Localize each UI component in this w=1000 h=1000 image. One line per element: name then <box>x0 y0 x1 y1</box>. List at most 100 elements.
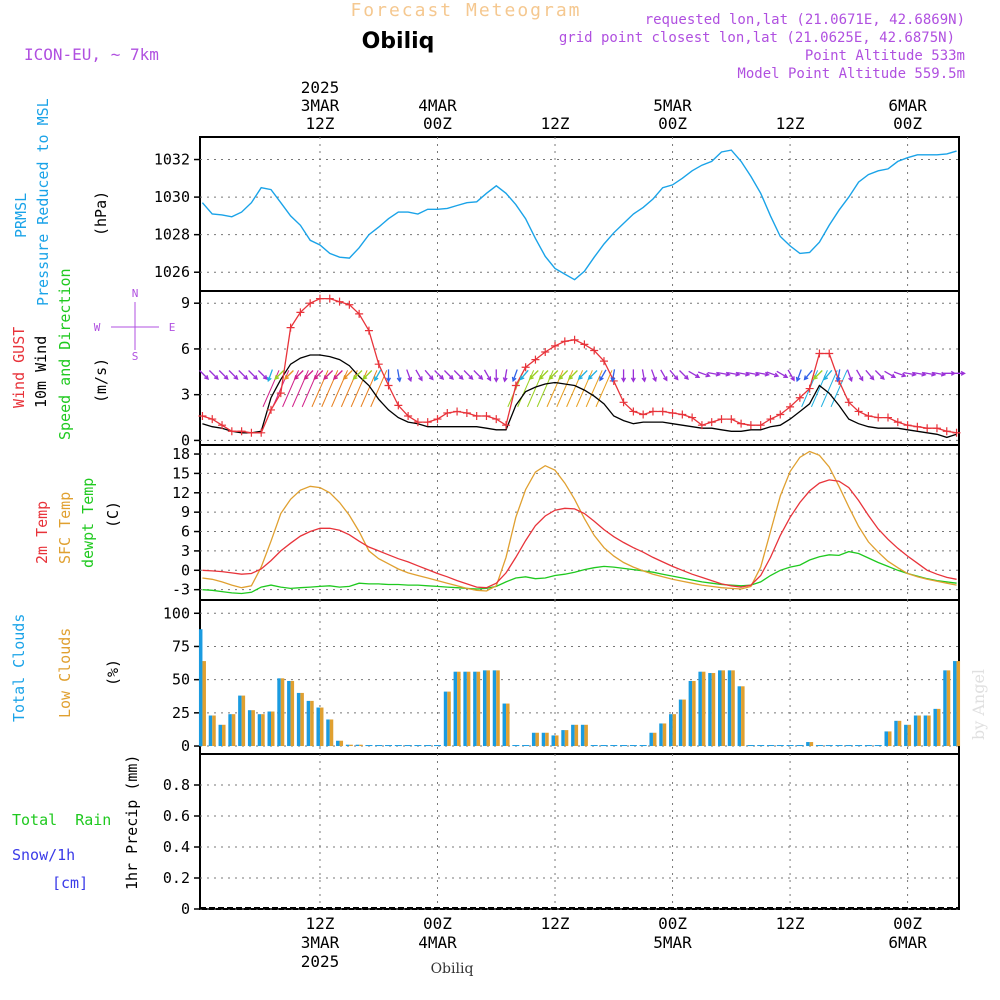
wind-arrow <box>406 369 413 383</box>
gust-marker <box>394 401 403 410</box>
zero-cloud-bar <box>864 745 872 747</box>
wind-hatch-stroke <box>585 370 603 408</box>
low-cloud-bar <box>476 671 481 747</box>
wind-arrow <box>548 370 559 380</box>
dewpt-line <box>202 550 957 595</box>
pressure-label-1: PRMSL <box>12 193 30 238</box>
low-cloud-bar <box>897 720 902 747</box>
y-tick-label: 6 <box>181 340 190 358</box>
gust-marker <box>717 415 726 424</box>
gust-marker <box>247 428 256 437</box>
wind-arrow <box>443 370 454 380</box>
total-cloud-bar <box>884 731 888 747</box>
zero-cloud-bar <box>835 745 843 747</box>
total-cloud-bar <box>247 710 252 747</box>
total-cloud-bar <box>267 711 272 747</box>
low-cloud-bar <box>506 703 510 747</box>
wind-arrow <box>453 370 464 380</box>
wind-10m-label: 10m Wind <box>32 336 50 408</box>
wind-arrow <box>374 369 382 382</box>
compass-rose: N S W E <box>94 287 176 363</box>
low-cloud-bar <box>741 686 745 747</box>
gust-marker <box>541 347 550 356</box>
gust-marker <box>443 408 452 417</box>
gust-marker <box>678 410 687 419</box>
wind-arrow <box>218 370 229 380</box>
wind-arrow <box>228 370 239 380</box>
zero-cloud-bar <box>600 745 608 747</box>
y-tick-label: 0 <box>181 900 190 918</box>
low-cloud-bar <box>907 724 912 747</box>
dewpt-label: dewpt Temp <box>79 478 97 568</box>
gust-marker <box>756 421 765 430</box>
low-cloud-bar <box>349 744 353 747</box>
gust-marker <box>619 398 628 407</box>
total-cloud-bar <box>708 673 712 747</box>
wind-arrow <box>434 370 445 380</box>
low-cloud-bar <box>662 723 667 747</box>
zero-cloud-bar <box>639 745 647 747</box>
zero-cloud-bar <box>757 745 765 747</box>
zero-cloud-bar <box>385 745 393 747</box>
wind-arrow <box>688 370 701 379</box>
wind-arrow <box>362 370 373 380</box>
wind-arrow <box>463 370 474 380</box>
gust-marker <box>374 360 383 369</box>
gust-marker <box>511 381 520 390</box>
cloud-labels: Total Clouds Low Clouds (%) <box>10 614 122 722</box>
pressure-line <box>201 149 957 281</box>
gust-marker <box>844 398 853 407</box>
zero-cloud-bar <box>766 745 774 747</box>
low-cloud-bar <box>241 695 246 747</box>
y-tick-label: 1028 <box>154 226 190 244</box>
total-cloud-bar <box>953 661 957 747</box>
wind-panel-frame <box>199 290 960 446</box>
low-cloud-bar <box>271 711 275 747</box>
low-cloud-bar <box>711 673 716 747</box>
zero-cloud-bar <box>414 745 422 747</box>
y-tick-label: 9 <box>181 503 190 521</box>
pressure-panel-frame <box>199 136 960 292</box>
wind-arrow <box>323 370 334 380</box>
station-name: Obiliq <box>362 29 435 54</box>
wind-arrow <box>776 370 789 379</box>
low-cloud-bar <box>564 730 569 747</box>
gust-marker <box>786 402 795 411</box>
y-tick-label: 1026 <box>154 263 190 281</box>
total-cloud-bar <box>277 678 281 747</box>
gust-marker <box>306 299 315 308</box>
top-time-label: 5MAR <box>653 96 692 115</box>
panel-frames <box>199 136 960 910</box>
total-cloud-bar <box>316 707 320 747</box>
zero-cloud-bar <box>855 745 863 747</box>
low-cloud-bar <box>212 715 216 747</box>
wind-hatch-stroke <box>595 370 613 408</box>
bottom-time-label: 12Z <box>306 914 335 933</box>
temp-unit: (C) <box>104 501 122 528</box>
wind-unit: (m/s) <box>92 358 110 403</box>
gust-marker <box>835 376 844 385</box>
gust-marker <box>854 407 863 416</box>
total-cloud-bar <box>502 703 507 747</box>
low-cloud-bar <box>721 670 726 747</box>
cloud-panel-frame <box>199 599 960 755</box>
zero-cloud-bar <box>404 745 412 747</box>
precip-labels: Total Rain Snow/1h [cm] 1hr Precip (mm) <box>12 755 141 892</box>
y-tick-label: 6 <box>181 523 190 541</box>
gust-marker <box>599 357 608 366</box>
compass-w: W <box>94 321 101 334</box>
wind-arrow <box>342 370 353 380</box>
gust-marker <box>492 415 501 424</box>
precip-unit: 1hr Precip (mm) <box>123 755 141 890</box>
gust-marker <box>697 421 706 430</box>
gust-marker <box>433 415 442 424</box>
low-cloud-bar <box>359 744 363 747</box>
wind-arrow <box>641 369 647 383</box>
wind-arrow <box>415 369 423 382</box>
total-cloud-bar <box>345 744 350 747</box>
zero-cloud-bar <box>590 745 598 747</box>
gust-marker <box>668 408 677 417</box>
total-cloud-bar <box>208 715 213 747</box>
